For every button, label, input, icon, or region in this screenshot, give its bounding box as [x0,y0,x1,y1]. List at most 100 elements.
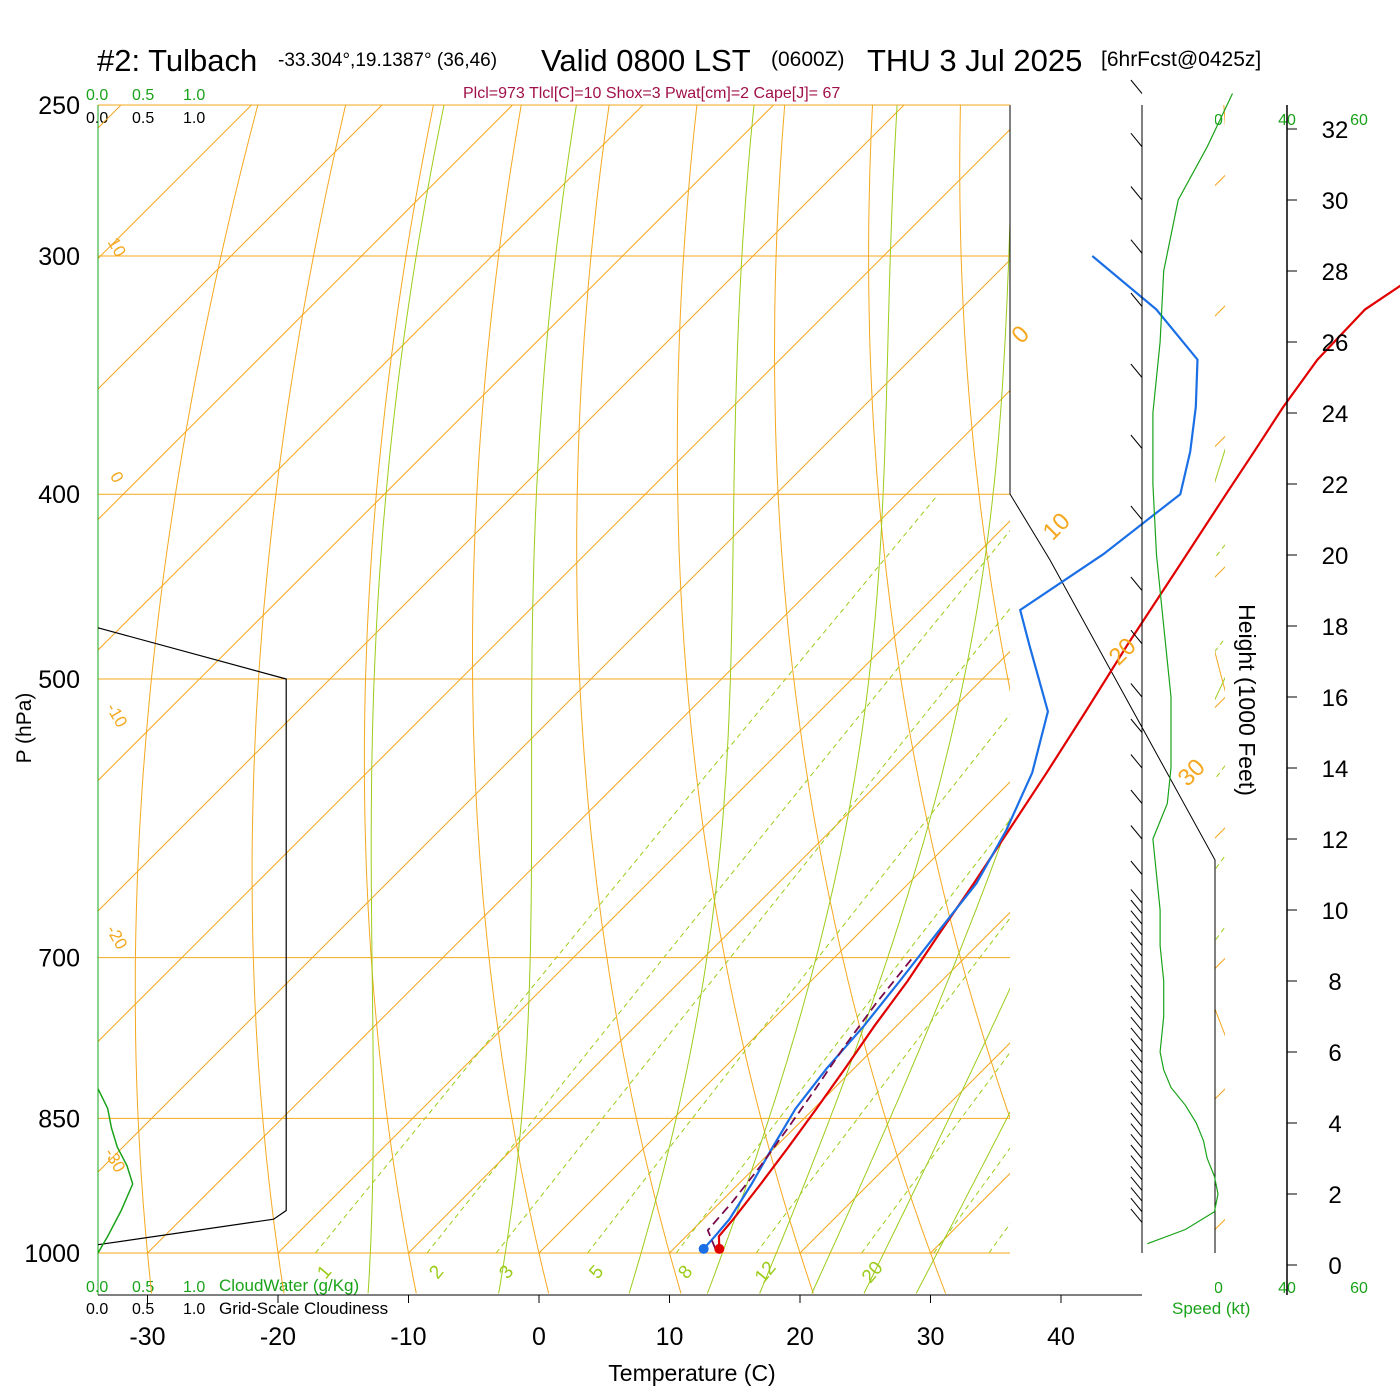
height-tick-label: 32 [1322,117,1349,144]
dry-adiabat-line [134,105,259,1294]
cw-bot-green-2: 1.0 [183,1279,205,1296]
isotherm-line [98,105,513,521]
wind-barb [1130,363,1143,378]
wind-barb [1130,942,1143,957]
wind-barb [1130,1165,1143,1181]
cloud-water-label: CloudWater (g/Kg) [219,1276,359,1295]
wind-barb [1130,1123,1143,1138]
pressure-tick-label: 850 [38,1105,80,1133]
mixing-ratio-label: 20 [858,1258,888,1288]
wind-panel [1130,79,1288,1295]
sounding-profiles [698,255,1400,1254]
wind-barb [1130,825,1143,840]
mixing-ratio-label: 2 [425,1262,448,1284]
wind-barb [1130,576,1143,591]
stability-indices: Plcl=973 Tlcl[C]=10 Shox=3 Pwat[cm]=2 Ca… [463,85,840,102]
temperature-tick-label: -20 [260,1323,296,1351]
moist-adiabat-line [759,105,1015,1294]
isotherm-line [1191,1218,1225,1254]
wind-barb [1130,505,1143,520]
height-axis-title: Height (1000 Feet) [1234,604,1260,796]
height-tick-label: 0 [1328,1253,1341,1280]
dewpoint-profile [702,255,1199,1250]
wind-barb [1130,754,1143,769]
temperature-tick-label: 0 [532,1323,546,1351]
wind-barb [1130,1133,1143,1149]
pressure-tick-label: 700 [38,945,80,973]
speed-axis-label: Speed (kt) [1172,1299,1250,1318]
height-tick-label: 18 [1322,614,1349,641]
wind-barb [1130,963,1143,978]
station-coords: -33.304°,19.1387° (36,46) [278,50,497,71]
height-tick-label: 12 [1322,827,1349,854]
wind-barb [1130,1006,1143,1021]
cw-bot-black-1: 0.5 [132,1301,154,1318]
wind-barb [1130,860,1143,875]
mixing-ratio-line [861,764,1225,1254]
height-tick-label: 4 [1328,1111,1341,1138]
moist-adiabat-line [498,105,577,1294]
mixing-ratio-line [426,493,1041,1254]
height-tick-label: 8 [1328,969,1341,996]
wind-barb [1130,1187,1143,1202]
height-tick-label: 6 [1328,1040,1341,1067]
wind-barb [1130,789,1143,804]
height-tick-label: 30 [1322,188,1349,215]
wind-barb [1130,1070,1143,1085]
cloud-profiles [97,627,287,1254]
temperature-tick-label: 20 [786,1323,814,1351]
y-axis-title: P (hPa) [13,693,36,764]
isotherm-label: -30 [100,1145,129,1176]
wind-barb [1130,995,1143,1010]
wind-barb [1130,683,1143,698]
height-tick-label: 14 [1322,756,1349,783]
cw-bot-black-0: 0.0 [86,1301,108,1318]
cloudiness-label: Grid-Scale Cloudiness [219,1299,388,1318]
height-tick-label: 16 [1322,685,1349,712]
dry-adiabat-line [676,105,814,1294]
cloud-water-profile [97,1088,134,1254]
wind-barb [1130,186,1143,201]
height-tick-label: 22 [1322,472,1349,499]
zulu-time: (0600Z) [771,48,845,71]
wind-panel-mask [1010,105,1215,1295]
surface-temperature-marker [714,1243,725,1254]
valid-time: Valid 0800 LST [541,43,751,78]
mixing-ratio-label: 12 [751,1258,781,1288]
wind-barb [1130,1016,1143,1032]
cw-bot-black-2: 1.0 [183,1301,205,1318]
dry-adiabat-line [472,105,550,1294]
pressure-tick-label: 500 [38,666,80,694]
temperature-tick-label: 40 [1047,1323,1075,1351]
wind-barb [1130,1091,1143,1106]
wind-barb [1130,434,1143,449]
valid-date: THU 3 Jul 2025 [867,43,1082,78]
parcel-profile [706,957,914,1250]
wind-barb [1130,974,1143,989]
dry-adiabat-line [1391,36,1400,1293]
isotherm-line [98,105,383,390]
x-axis-title: Temperature (C) [608,1360,775,1386]
surface-dewpoint-marker [698,1243,709,1254]
wind-barb [1130,1080,1143,1095]
diagram-right-edge [1009,105,1216,1253]
speed-top-60: 60 [1350,112,1368,129]
isotherm-label: -10 [102,700,131,731]
wind-barb [1130,1155,1143,1170]
height-tick-label: 28 [1322,259,1349,286]
mixing-ratio-label: 8 [674,1262,697,1284]
wind-barb [1130,629,1143,645]
dry-adiabat-line [363,105,434,1294]
wind-barb [1130,1102,1143,1117]
temperature-tick-label: -10 [390,1323,426,1351]
wind-barb [1130,79,1143,94]
wind-barb [1130,132,1143,148]
wind-barb [1130,1027,1143,1042]
moist-adiabat-line [706,105,898,1294]
cw-top-green-0: 0.0 [86,87,108,104]
cw-bot-green-1: 0.5 [132,1279,154,1296]
dry-adiabat-line [1306,36,1400,1293]
temperature-tick-label: -30 [129,1323,165,1351]
wind-barb [1130,899,1143,914]
